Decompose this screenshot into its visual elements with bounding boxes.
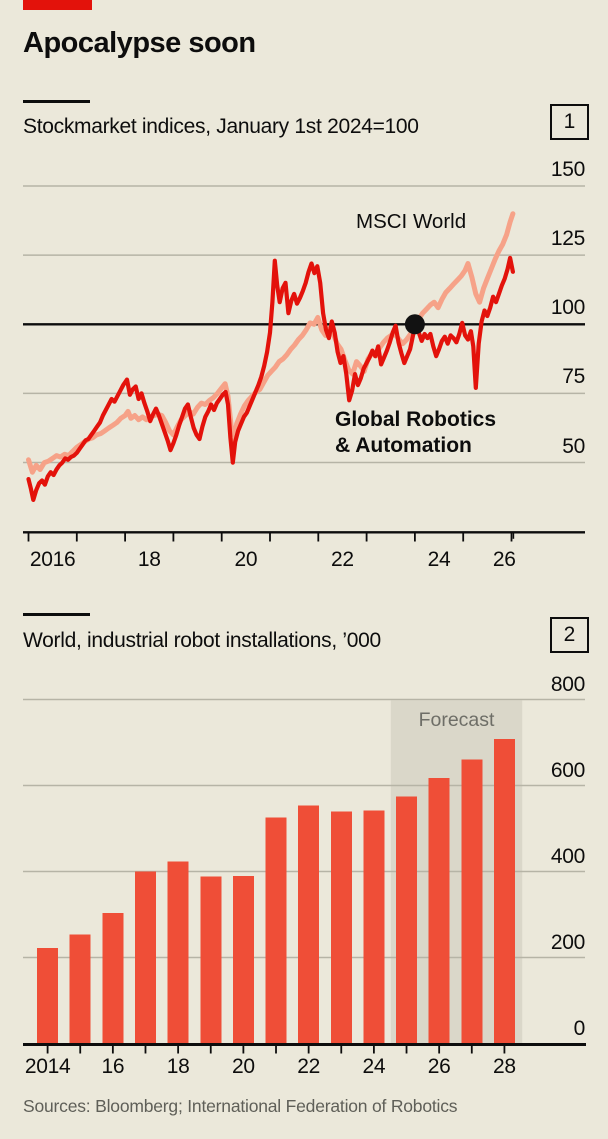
p1-x-tick-label-18: 18 xyxy=(137,548,161,571)
p2-y-tick-label-200: 200 xyxy=(550,930,585,954)
robotics-line xyxy=(26,255,516,502)
p2-x-tick-label-20: 20 xyxy=(231,1055,255,1078)
p1-x-tick-label-22: 22 xyxy=(331,548,354,571)
p2-x-tick-label-26: 26 xyxy=(427,1055,451,1078)
p1-y-tick-label-150: 150 xyxy=(550,158,585,182)
p1-y-tick-label-100: 100 xyxy=(550,296,585,320)
panel1-rule xyxy=(23,100,90,103)
p1-x-tick-label-2016: 2016 xyxy=(29,548,76,571)
p2-x-tick-label-16: 16 xyxy=(101,1055,125,1078)
p2-x-tick-label-18: 18 xyxy=(166,1055,190,1078)
economist-red-tag xyxy=(23,0,92,10)
p1-y-tick-label-50: 50 xyxy=(562,434,585,458)
bar-2024 xyxy=(363,810,385,1044)
p1-x-tick-label-26: 26 xyxy=(492,548,516,571)
msci-world-line xyxy=(26,211,516,475)
index-base-marker-dot xyxy=(404,314,425,335)
p2-x-tick-label-22: 22 xyxy=(297,1055,321,1078)
forecast-label: Forecast xyxy=(418,709,495,731)
p1-x-tick-label-20: 20 xyxy=(234,548,258,571)
bar-2015 xyxy=(69,934,91,1044)
page-title: Apocalypse soon xyxy=(23,27,256,59)
p2-x-tick-label-28: 28 xyxy=(493,1055,516,1078)
bar-2025 xyxy=(396,796,417,1044)
msci-world-series-label: MSCI World xyxy=(356,210,467,233)
p1-x-tick-label-24: 24 xyxy=(427,548,451,571)
p1-y-tick-label-125: 125 xyxy=(550,227,585,251)
bar-2027 xyxy=(461,759,483,1044)
p1-y-tick-label-75: 75 xyxy=(562,365,585,389)
panel1-subtitle: Stockmarket indices, January 1st 2024=10… xyxy=(23,115,419,138)
robotics-series-label-line1: Global Robotics xyxy=(335,408,497,431)
p2-x-tick-label-24: 24 xyxy=(362,1055,386,1078)
sources-note: Sources: Bloomberg; International Federa… xyxy=(23,1096,458,1116)
bar-2020 xyxy=(232,875,254,1044)
bar-2018 xyxy=(167,861,189,1044)
bar-2019 xyxy=(200,876,222,1044)
panel1-number-badge: 1 xyxy=(550,104,589,140)
bar-2026 xyxy=(428,777,450,1044)
panel2-subtitle: World, industrial robot installations, ’… xyxy=(23,629,381,652)
bar-2014 xyxy=(37,948,59,1044)
p2-y-tick-label-400: 400 xyxy=(550,844,585,868)
bar-2016 xyxy=(102,912,124,1044)
bar-2028 xyxy=(493,739,515,1044)
panel2-number-badge: 2 xyxy=(550,617,589,653)
bar-2017 xyxy=(135,871,156,1044)
p2-y-tick-label-600: 600 xyxy=(550,758,585,782)
bar-2022 xyxy=(298,805,320,1044)
p2-x-tick-label-2014: 2014 xyxy=(24,1055,71,1078)
p2-y-tick-label-0: 0 xyxy=(573,1016,586,1040)
bar-2021 xyxy=(265,817,287,1044)
bar-2023 xyxy=(330,811,352,1044)
robotics-series-label: Global Robotics & Automation xyxy=(335,407,496,459)
p2-y-tick-label-800: 800 xyxy=(550,672,585,696)
robotics-series-label-line2: & Automation xyxy=(335,434,472,457)
panel2-rule xyxy=(23,613,90,616)
